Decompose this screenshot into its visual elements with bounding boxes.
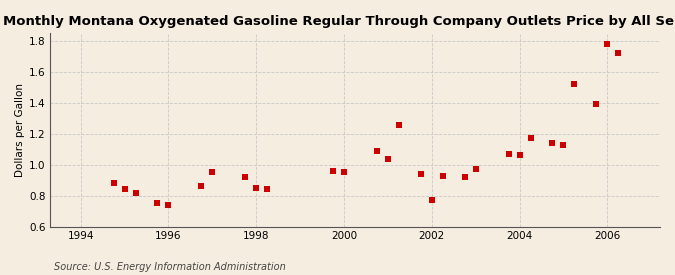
Point (119, 187, 130, 192)
Point (240, 175, 250, 179)
Point (437, 173, 448, 178)
Point (394, 122, 404, 127)
Point (196, 184, 207, 189)
Point (427, 198, 437, 202)
Point (525, 136, 536, 141)
Point (327, 169, 338, 173)
Point (558, 142, 569, 147)
Point (547, 141, 558, 145)
Point (108, 180, 119, 185)
Point (207, 170, 218, 175)
Point (251, 186, 262, 190)
Title: Monthly Montana Oxygenated Gasoline Regular Through Company Outlets Price by All: Monthly Montana Oxygenated Gasoline Regu… (3, 15, 675, 28)
Point (613, 51, 624, 56)
Point (415, 172, 426, 176)
Point (130, 190, 141, 195)
Point (262, 187, 273, 192)
Point (569, 82, 580, 87)
Text: Source: U.S. Energy Information Administration: Source: U.S. Energy Information Administ… (54, 262, 286, 272)
Point (371, 148, 382, 153)
Point (163, 203, 174, 207)
Point (514, 153, 525, 158)
Point (602, 42, 613, 46)
Y-axis label: Dollars per Gallon: Dollars per Gallon (15, 83, 25, 177)
Point (591, 102, 602, 107)
Point (383, 156, 394, 161)
Point (470, 167, 481, 172)
Point (152, 201, 163, 206)
Point (339, 170, 350, 175)
Point (503, 152, 514, 156)
Point (459, 175, 470, 179)
